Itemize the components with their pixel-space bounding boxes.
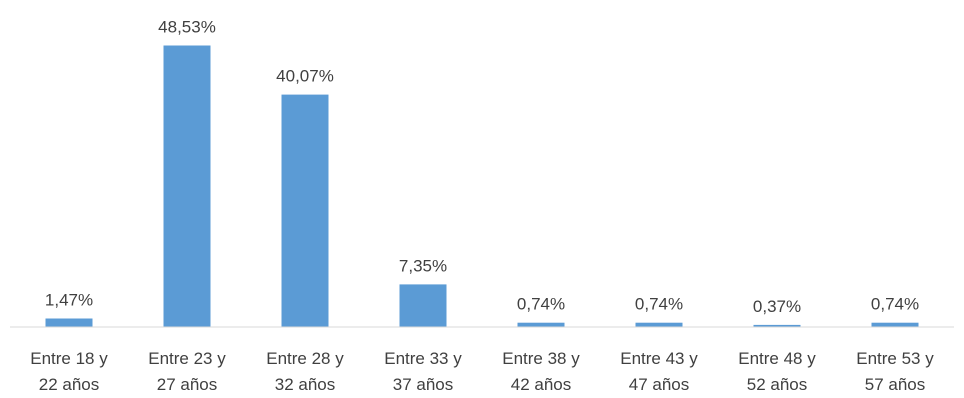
bar [163,45,211,327]
bar [635,322,683,327]
x-tick-label: Entre 23 y [148,349,226,368]
bars-group [45,45,919,327]
data-labels-group: 1,47% 48,53% 40,07% 7,35% 0,74% 0,74% 0,37% 0,7… [45,18,919,316]
data-label: 1,47% [45,291,93,310]
x-tick-label: 57 años [865,375,926,394]
x-tick-label: 27 años [157,375,218,394]
x-tick-label: Entre 18 y [30,349,108,368]
data-label: 0,74% [871,295,919,314]
data-label: 0,37% [753,297,801,316]
x-tick-label: 47 años [629,375,690,394]
data-label: 48,53% [158,18,216,37]
bar [45,318,93,327]
x-tick-label: 42 años [511,375,572,394]
x-tick-label: Entre 48 y [738,349,816,368]
x-tick-label: 52 años [747,375,808,394]
data-label: 0,74% [635,295,683,314]
bar [399,284,447,327]
x-tick-label: 37 años [393,375,454,394]
x-tick-label: Entre 38 y [502,349,580,368]
bar [517,322,565,327]
x-tick-labels-group: Entre 18 y 22 años Entre 23 y 27 años Entre … [30,349,934,394]
data-label: 0,74% [517,295,565,314]
x-tick-label: 32 años [275,375,336,394]
bar [753,324,801,327]
bar [281,94,329,327]
data-label: 40,07% [276,67,334,86]
x-tick-label: Entre 33 y [384,349,462,368]
x-tick-label: Entre 53 y [856,349,934,368]
x-tick-label: 22 años [39,375,100,394]
data-label: 7,35% [399,256,447,275]
x-tick-label: Entre 43 y [620,349,698,368]
x-tick-label: Entre 28 y [266,349,344,368]
bar [871,322,919,327]
